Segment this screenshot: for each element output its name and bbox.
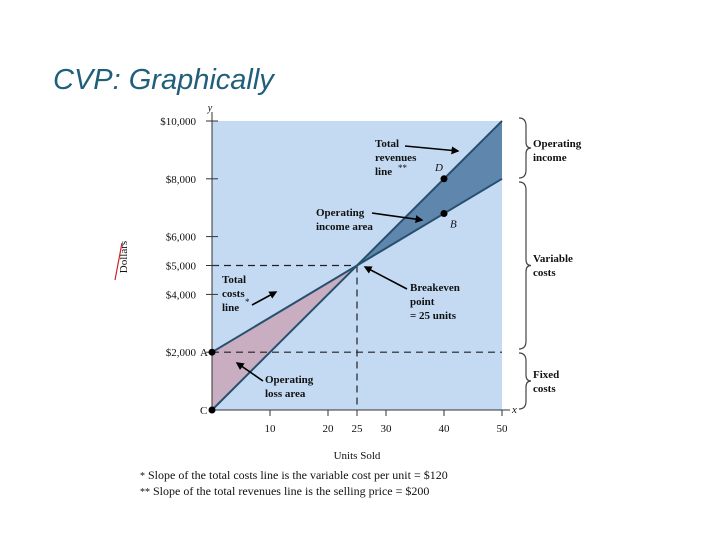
- operating-income-bracket: [518, 117, 532, 179]
- slide-title: CVP: Graphically: [53, 64, 274, 96]
- total-revenues-label: Total: [375, 138, 399, 150]
- total-revenues-arrow: [404, 145, 460, 155]
- total-costs-label: costs: [222, 288, 245, 300]
- fixed-costs-bracket: [518, 352, 532, 410]
- fixed-costs-bracket-label: Fixed: [533, 369, 559, 381]
- footnote-mark: *: [140, 471, 145, 482]
- total-revenues-line: [211, 120, 503, 411]
- x-tick-label: 25: [352, 423, 364, 435]
- point-B: [440, 209, 448, 217]
- variable-costs-bracket-label: Variable: [533, 253, 573, 265]
- total-revenues-label: line: [375, 166, 392, 178]
- total-costs-label: line: [222, 302, 239, 314]
- operating-loss-area-label: Operating: [265, 374, 314, 386]
- red-mark: [114, 242, 123, 281]
- operating-income-bracket-label: Operating: [533, 138, 582, 150]
- x-tick-label: 30: [381, 423, 393, 435]
- operating-income-area-label: income area: [316, 221, 373, 233]
- point-label: B: [450, 218, 457, 230]
- footnote-text: Slope of the total revenues line is the …: [153, 484, 430, 498]
- fixed-costs-bracket-label: costs: [533, 383, 556, 395]
- total-costs-arrow: [251, 291, 278, 306]
- variable-costs-bracket-label: costs: [533, 267, 556, 279]
- x-tick-label: 10: [265, 423, 277, 435]
- point-C: [208, 406, 216, 414]
- x-tick-label: 40: [439, 423, 451, 435]
- total-costs-mark: *: [245, 297, 250, 307]
- y-tick-label: $4,000: [166, 289, 197, 301]
- point-A: [208, 348, 216, 356]
- x-axis-letter: x: [511, 404, 517, 416]
- y-tick-label: $2,000: [166, 347, 197, 359]
- operating-loss-area-label: loss area: [265, 388, 306, 400]
- point-label: C: [200, 405, 207, 417]
- footnote-mark: **: [140, 487, 150, 498]
- x-axis-label: Units Sold: [334, 450, 381, 462]
- operating-income-area-label: Operating: [316, 207, 365, 219]
- variable-costs-bracket: [518, 181, 532, 350]
- operating-loss-arrow: [235, 362, 264, 382]
- y-axis-letter: y: [207, 103, 213, 114]
- footnote-text: Slope of the total costs line is the var…: [148, 468, 448, 482]
- y-tick-label: $6,000: [166, 232, 197, 244]
- operating-income-bracket-label: income: [533, 152, 567, 164]
- x-tick-label: 50: [497, 423, 509, 435]
- total-revenues-mark: **: [398, 163, 408, 173]
- total-revenues-label: revenues: [375, 152, 417, 164]
- y-tick-label: $10,000: [160, 116, 196, 128]
- y-tick-label: $8,000: [166, 174, 197, 186]
- breakeven-point-label: Breakeven: [410, 282, 460, 294]
- y-tick-label: $5,000: [166, 261, 197, 273]
- total-costs-label: Total: [222, 274, 246, 286]
- x-tick-label: 20: [323, 423, 335, 435]
- point-label: A: [200, 347, 208, 359]
- point-label: D: [434, 162, 443, 174]
- breakeven-point-label: point: [410, 296, 435, 308]
- point-D: [440, 175, 448, 183]
- footnote-costs: * Slope of the total costs line is the v…: [140, 468, 448, 483]
- breakeven-point-label: = 25 units: [410, 310, 457, 322]
- operating-income-arrow: [371, 212, 424, 224]
- breakeven-arrow: [363, 266, 408, 290]
- footnote-revenues: ** Slope of the total revenues line is t…: [140, 484, 429, 499]
